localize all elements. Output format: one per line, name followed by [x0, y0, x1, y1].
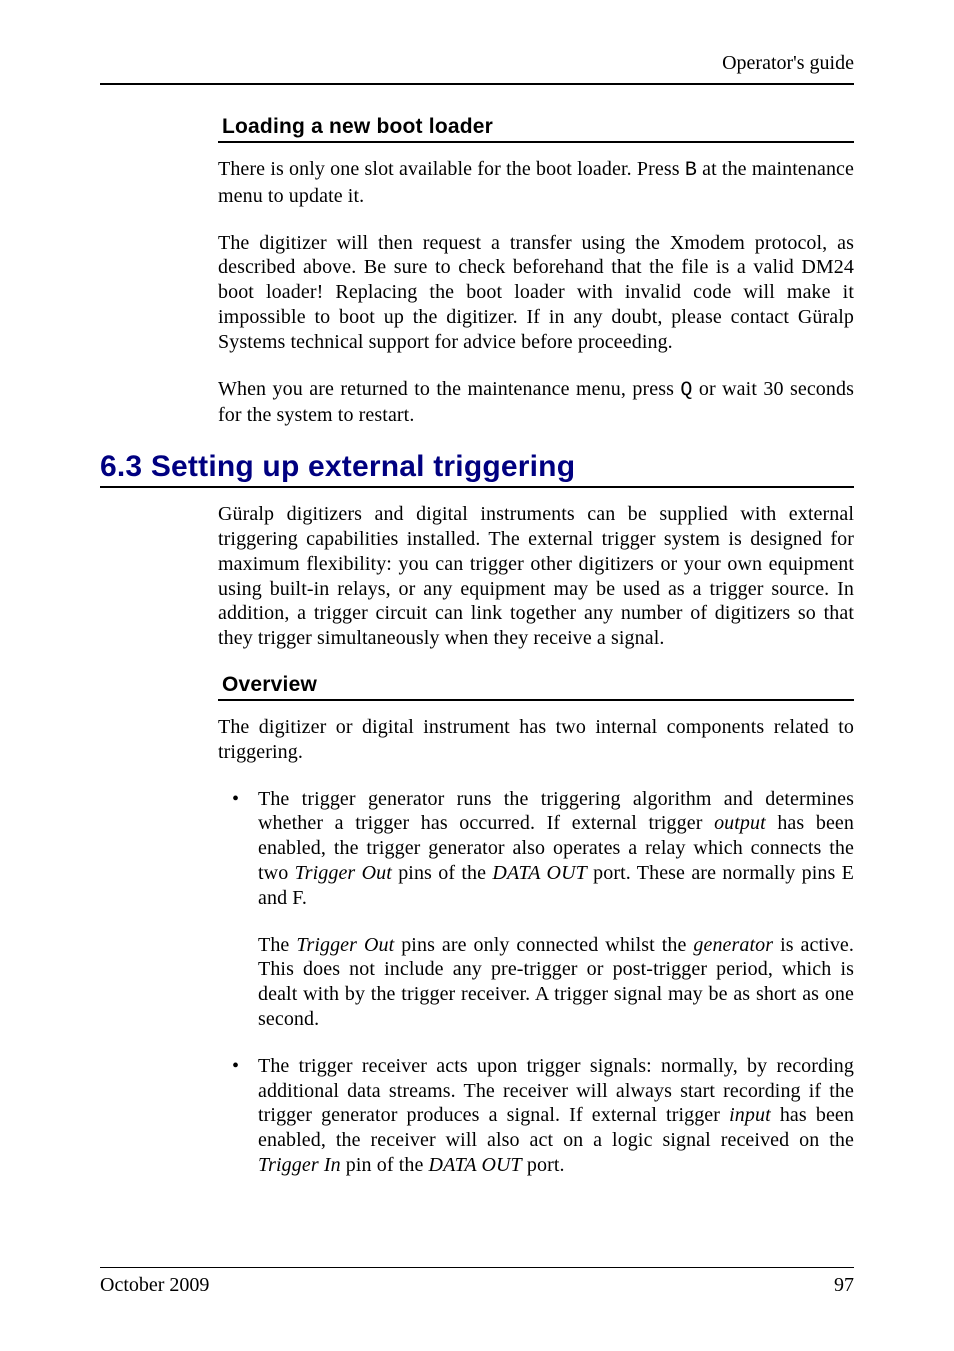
emphasis: output: [714, 812, 766, 834]
bullet-list: The trigger generator runs the triggerin…: [218, 787, 854, 1178]
text-fragment: There is only one slot available for the…: [218, 158, 685, 180]
emphasis: DATA OUT: [492, 862, 586, 884]
header-rule: [100, 83, 854, 85]
para-section-1: Güralp digitizers and digital instrument…: [218, 502, 854, 651]
section-heading: 6.3 Setting up external triggering: [100, 450, 854, 484]
code-key-b: B: [685, 159, 697, 182]
subheading-overview: Overview: [222, 673, 854, 697]
text-fragment: When you are returned to the maintenance…: [218, 378, 680, 400]
para-loading-2: The digitizer will then request a transf…: [218, 231, 854, 355]
emphasis: DATA OUT: [429, 1154, 522, 1176]
emphasis: Trigger Out: [295, 862, 392, 884]
text-fragment: port.: [522, 1154, 565, 1176]
emphasis: generator: [693, 934, 773, 956]
page: Operator's guide Loading a new boot load…: [0, 0, 954, 1351]
list-item-subpara: The Trigger Out pins are only connected …: [258, 933, 854, 1032]
page-footer: October 2009 97: [100, 1267, 854, 1297]
footer-row: October 2009 97: [100, 1274, 854, 1297]
footer-date: October 2009: [100, 1274, 209, 1297]
text-fragment: pins are only connected whilst the: [394, 934, 693, 956]
para-loading-1: There is only one slot available for the…: [218, 157, 854, 209]
list-item: The trigger receiver acts upon trigger s…: [218, 1054, 854, 1178]
footer-page-number: 97: [834, 1274, 854, 1297]
para-loading-3: When you are returned to the maintenance…: [218, 377, 854, 429]
list-item: The trigger generator runs the triggerin…: [218, 787, 854, 1032]
emphasis: Trigger Out: [296, 934, 394, 956]
subheading-loading: Loading a new boot loader: [222, 115, 854, 139]
code-key-q: Q: [680, 379, 692, 402]
section-body: Güralp digitizers and digital instrument…: [218, 502, 854, 1178]
subheading-rule: [218, 699, 854, 701]
emphasis: input: [729, 1104, 771, 1126]
section-rule: [100, 486, 854, 488]
subheading-block-loading: Loading a new boot loader There is only …: [218, 115, 854, 428]
subheading-rule: [218, 141, 854, 143]
para-overview-intro: The digitizer or digital instrument has …: [218, 715, 854, 765]
running-header: Operator's guide: [100, 52, 854, 75]
emphasis: Trigger In: [258, 1154, 341, 1176]
text-fragment: pin of the: [341, 1154, 429, 1176]
text-fragment: pins of the: [392, 862, 493, 884]
text-fragment: The: [258, 934, 296, 956]
footer-rule: [100, 1267, 854, 1268]
